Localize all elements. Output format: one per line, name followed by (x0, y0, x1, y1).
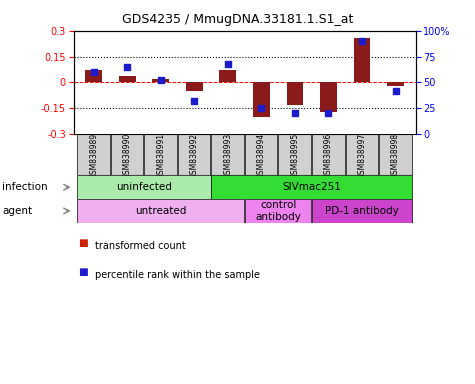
Text: PD-1 antibody: PD-1 antibody (325, 206, 399, 216)
Bar (286, 83, 304, 105)
Bar (186, 83, 203, 91)
Point (291, 110, 299, 116)
Bar (387, 83, 404, 86)
Bar (379, 134, 412, 175)
Point (392, 88, 399, 94)
Bar (353, 38, 370, 83)
Text: GSM838997: GSM838997 (358, 132, 367, 179)
Text: SIVmac251: SIVmac251 (282, 182, 341, 192)
Text: GDS4235 / MmugDNA.33181.1.S1_at: GDS4235 / MmugDNA.33181.1.S1_at (122, 13, 353, 26)
Text: control
antibody: control antibody (255, 200, 301, 222)
Bar (119, 76, 136, 83)
Bar (312, 134, 344, 175)
Text: GSM838990: GSM838990 (123, 132, 132, 179)
Bar (219, 70, 236, 83)
Bar (245, 134, 277, 175)
Bar (111, 134, 143, 175)
Bar (312, 199, 412, 223)
Point (90, 69, 97, 75)
Point (358, 38, 366, 44)
Point (257, 105, 265, 111)
Text: GSM838991: GSM838991 (156, 132, 165, 179)
Text: uninfected: uninfected (116, 182, 172, 192)
Text: infection: infection (2, 182, 48, 192)
Text: GSM838989: GSM838989 (89, 132, 98, 179)
Bar (211, 134, 244, 175)
Bar (152, 79, 169, 83)
Point (224, 61, 232, 67)
Point (124, 64, 131, 70)
Bar (178, 134, 210, 175)
Text: agent: agent (2, 206, 32, 216)
Bar (77, 199, 244, 223)
Text: ■: ■ (78, 267, 88, 277)
Point (324, 110, 332, 116)
Text: ■: ■ (78, 238, 88, 248)
Bar (320, 83, 337, 112)
Text: GSM838992: GSM838992 (190, 132, 199, 179)
Bar (245, 199, 311, 223)
Point (157, 77, 165, 83)
Text: percentile rank within the sample: percentile rank within the sample (95, 270, 260, 280)
Text: GSM838993: GSM838993 (223, 132, 232, 179)
Text: GSM838994: GSM838994 (257, 132, 266, 179)
Text: GSM838998: GSM838998 (391, 132, 400, 179)
Bar (211, 175, 412, 199)
Bar (77, 175, 211, 199)
Bar (253, 83, 270, 117)
Bar (144, 134, 177, 175)
Text: transformed count: transformed count (95, 241, 186, 251)
Text: GSM838995: GSM838995 (290, 132, 299, 179)
Text: untreated: untreated (135, 206, 187, 216)
Bar (345, 134, 378, 175)
Bar (77, 134, 110, 175)
Text: GSM838996: GSM838996 (324, 132, 333, 179)
Point (190, 98, 198, 104)
Bar (278, 134, 311, 175)
Bar (86, 70, 102, 83)
